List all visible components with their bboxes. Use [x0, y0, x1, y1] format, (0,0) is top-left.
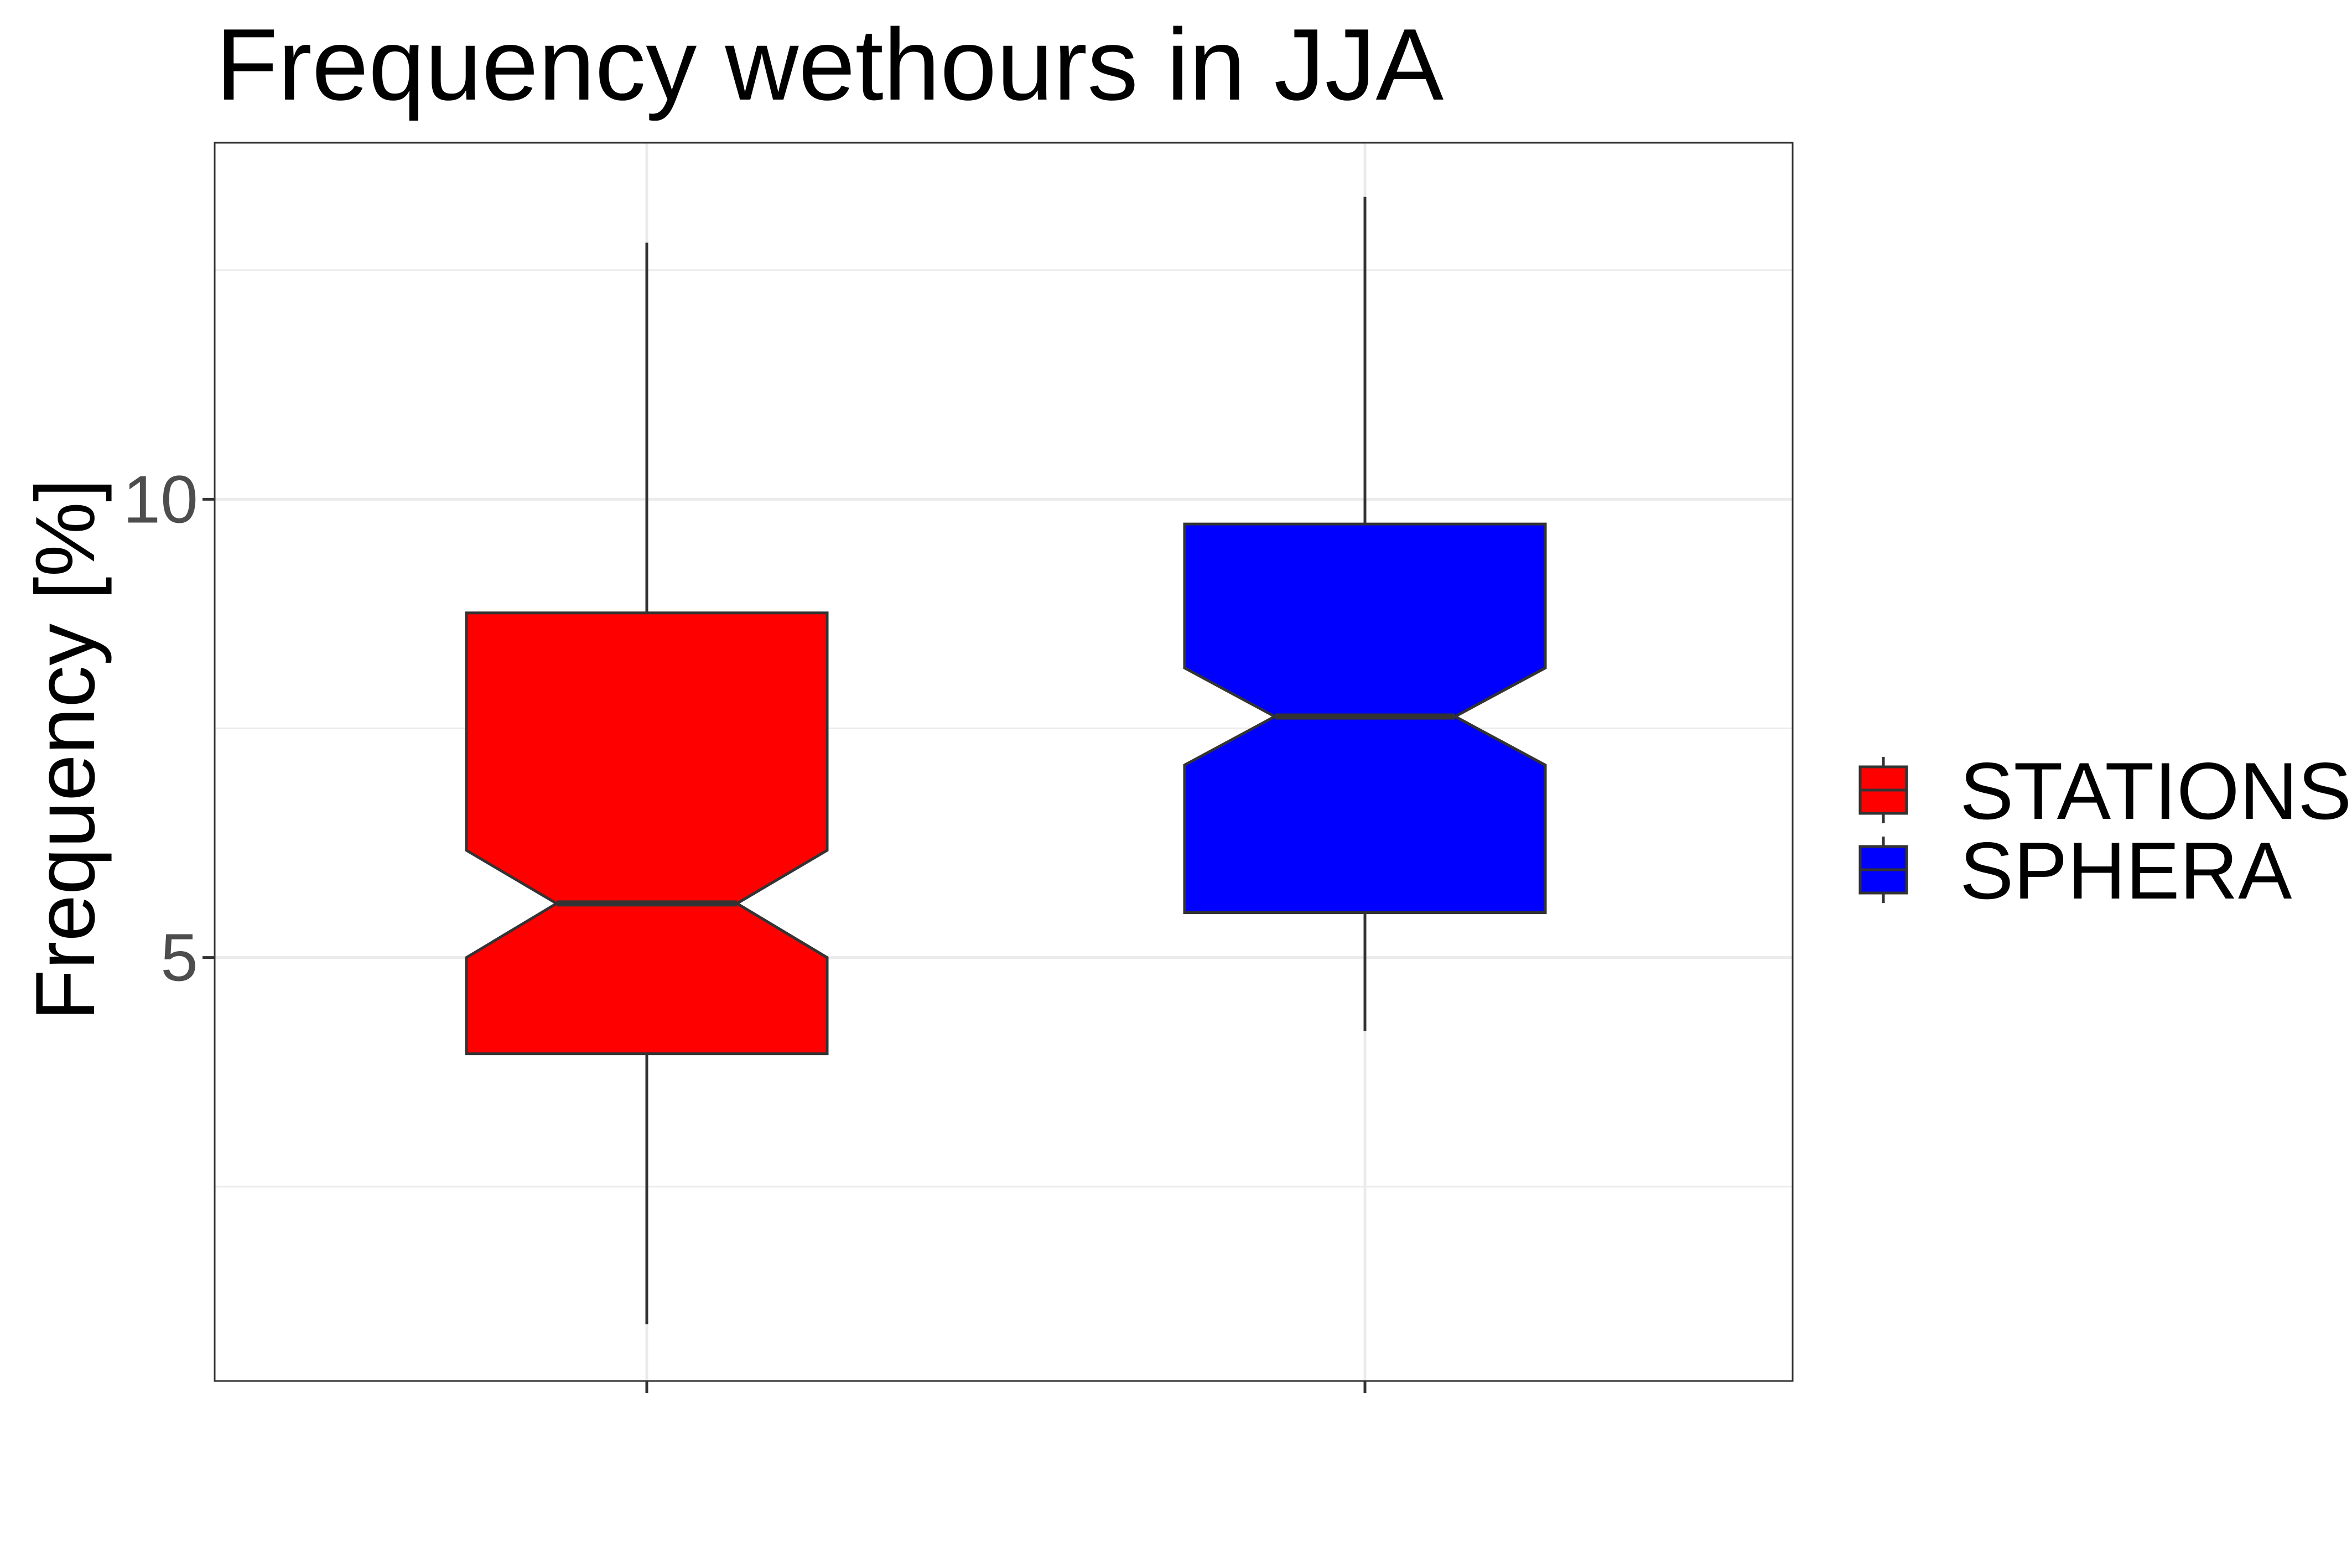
legend-label-sphera: SPHERA	[1960, 825, 2292, 916]
y-axis-title: Frequency [%]	[18, 479, 112, 1021]
axis-layer: 5 10	[123, 461, 1367, 1393]
y-tick-label: 5	[160, 920, 198, 995]
legend-label-stations: STATIONS	[1960, 746, 2351, 836]
box-layer	[465, 196, 1547, 1325]
legend-item-stations: STATIONS	[1858, 746, 2351, 836]
legend-item-sphera: SPHERA	[1858, 825, 2292, 916]
y-tick-label: 10	[123, 461, 198, 537]
box-stations	[465, 242, 829, 1325]
box-body	[465, 611, 829, 1056]
panel-border	[214, 142, 1794, 1382]
chart-title: Frequency wethours in JJA	[216, 7, 1444, 121]
box-sphera	[1183, 196, 1547, 1031]
